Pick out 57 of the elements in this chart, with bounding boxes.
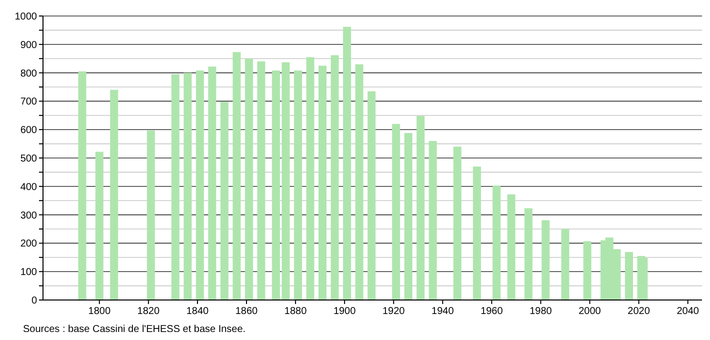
bar [318, 66, 327, 300]
bar [184, 72, 192, 300]
source-note: Sources : base Cassini de l'EHESS et base Insee. [23, 324, 246, 335]
bar [330, 55, 339, 300]
bar [416, 116, 425, 300]
bar [95, 152, 104, 300]
y-tick-label: 200 [20, 238, 38, 250]
x-tick-label: 1940 [432, 306, 454, 317]
y-tick-label: 1000 [14, 12, 38, 22]
y-tick-label: 900 [20, 40, 38, 51]
bar [257, 61, 266, 300]
bar [208, 66, 216, 300]
x-tick-label: 1800 [88, 306, 111, 317]
bar [110, 90, 118, 300]
bar [583, 241, 592, 300]
bar [294, 70, 302, 300]
bar [404, 133, 412, 300]
x-tick-label: 2040 [676, 306, 700, 317]
bar [244, 58, 253, 300]
bar [492, 186, 501, 300]
bar [368, 91, 376, 300]
x-tick-label: 2020 [628, 306, 650, 317]
bar [624, 252, 633, 300]
bar [392, 124, 400, 300]
x-tick-label: 2000 [578, 306, 602, 317]
bar [524, 208, 532, 300]
bar [561, 229, 570, 300]
x-tick-label: 1880 [284, 306, 308, 317]
bar [343, 26, 352, 300]
x-tick-label: 1860 [235, 306, 258, 317]
bar [507, 194, 516, 300]
y-tick-label: 300 [20, 210, 38, 222]
y-tick-label: 100 [20, 267, 38, 278]
bar [146, 130, 155, 300]
bar [306, 57, 314, 300]
y-tick-label: 400 [20, 182, 38, 193]
x-tick-label: 1960 [480, 306, 504, 317]
x-tick-label: 1900 [333, 306, 356, 317]
bar [453, 146, 462, 300]
bar [232, 52, 241, 300]
y-tick-label: 0 [31, 296, 38, 306]
x-tick-label: 1840 [186, 306, 210, 317]
x-tick-label: 1920 [382, 306, 406, 317]
bar [428, 140, 437, 300]
bar [220, 102, 228, 300]
y-tick-label: 600 [20, 125, 38, 136]
x-tick-label: 1820 [137, 306, 160, 317]
y-tick-label: 700 [20, 96, 38, 108]
x-tick-label: 1980 [530, 306, 552, 317]
y-tick-label: 500 [20, 154, 38, 164]
bar [542, 220, 550, 300]
bar [472, 166, 481, 300]
bar [78, 71, 86, 300]
y-tick-label: 800 [20, 68, 38, 80]
bar [196, 70, 204, 300]
bar [355, 64, 364, 300]
bar [171, 74, 180, 300]
